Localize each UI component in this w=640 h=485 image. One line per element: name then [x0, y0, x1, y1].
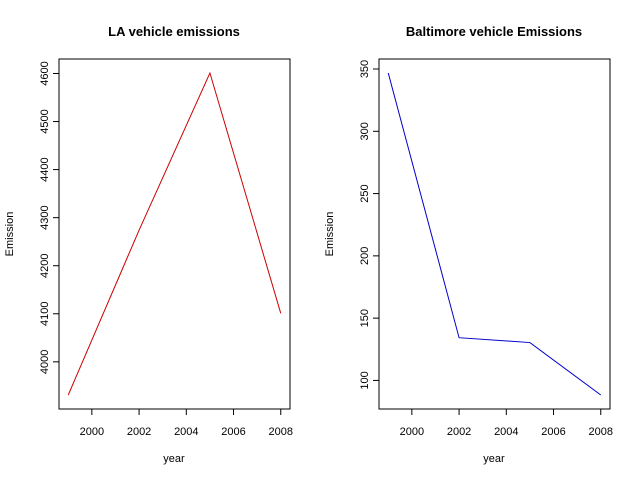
baltimore-y-tick-label: 250 — [359, 184, 371, 202]
la-emission-line — [67, 71, 282, 396]
la-y-tick-label: 4100 — [39, 302, 51, 326]
baltimore-x-tick-label: 2004 — [494, 426, 518, 438]
baltimore-y-ticks: 100 150 200 250 300 350 — [359, 60, 379, 390]
baltimore-x-tick-label: 2000 — [400, 426, 424, 438]
baltimore-plot-frame — [378, 58, 611, 410]
baltimore-x-tick-label: 2002 — [447, 426, 471, 438]
la-y-tick-label: 4300 — [39, 205, 51, 229]
la-y-tick-label: 4200 — [39, 253, 51, 277]
baltimore-emission-line — [387, 72, 602, 396]
la-plot-frame — [58, 58, 291, 410]
baltimore-x-ticks: 2000 2002 2004 2006 2008 — [400, 409, 613, 438]
la-y-tick-label: 4400 — [39, 157, 51, 181]
baltimore-y-tick-label: 300 — [359, 122, 371, 140]
baltimore-chart-title: Baltimore vehicle Emissions — [406, 24, 582, 39]
la-chart-title: LA vehicle emissions — [108, 24, 240, 39]
baltimore-x-tick-label: 2006 — [541, 426, 565, 438]
baltimore-y-axis-label: Emission — [324, 212, 336, 257]
la-x-tick-label: 2000 — [80, 426, 104, 438]
la-x-tick-label: 2004 — [174, 426, 198, 438]
la-emissions-panel: LA vehicle emissions year Emission 2000 2… — [4, 24, 293, 465]
la-series-lines — [67, 71, 282, 396]
baltimore-y-tick-label: 350 — [359, 60, 371, 78]
la-x-axis-label: year — [163, 453, 185, 465]
la-x-tick-label: 2006 — [221, 426, 245, 438]
baltimore-y-tick-label: 100 — [359, 371, 371, 389]
baltimore-emissions-panel: Baltimore vehicle Emissions year Emissio… — [324, 24, 613, 465]
baltimore-y-tick-label: 200 — [359, 247, 371, 265]
la-x-tick-label: 2002 — [127, 426, 151, 438]
la-x-ticks: 2000 2002 2004 2006 2008 — [80, 409, 293, 438]
la-y-axis-label: Emission — [4, 212, 16, 257]
baltimore-y-tick-label: 150 — [359, 309, 371, 327]
la-y-tick-label: 4600 — [39, 61, 51, 85]
la-y-tick-label: 4000 — [39, 350, 51, 374]
la-x-tick-label: 2008 — [269, 426, 293, 438]
baltimore-x-tick-label: 2008 — [589, 426, 613, 438]
baltimore-series-lines — [387, 72, 602, 396]
baltimore-x-axis-label: year — [483, 453, 505, 465]
la-y-ticks: 4000 4100 4200 4300 4400 4500 4600 — [39, 61, 59, 374]
la-y-tick-label: 4500 — [39, 109, 51, 133]
